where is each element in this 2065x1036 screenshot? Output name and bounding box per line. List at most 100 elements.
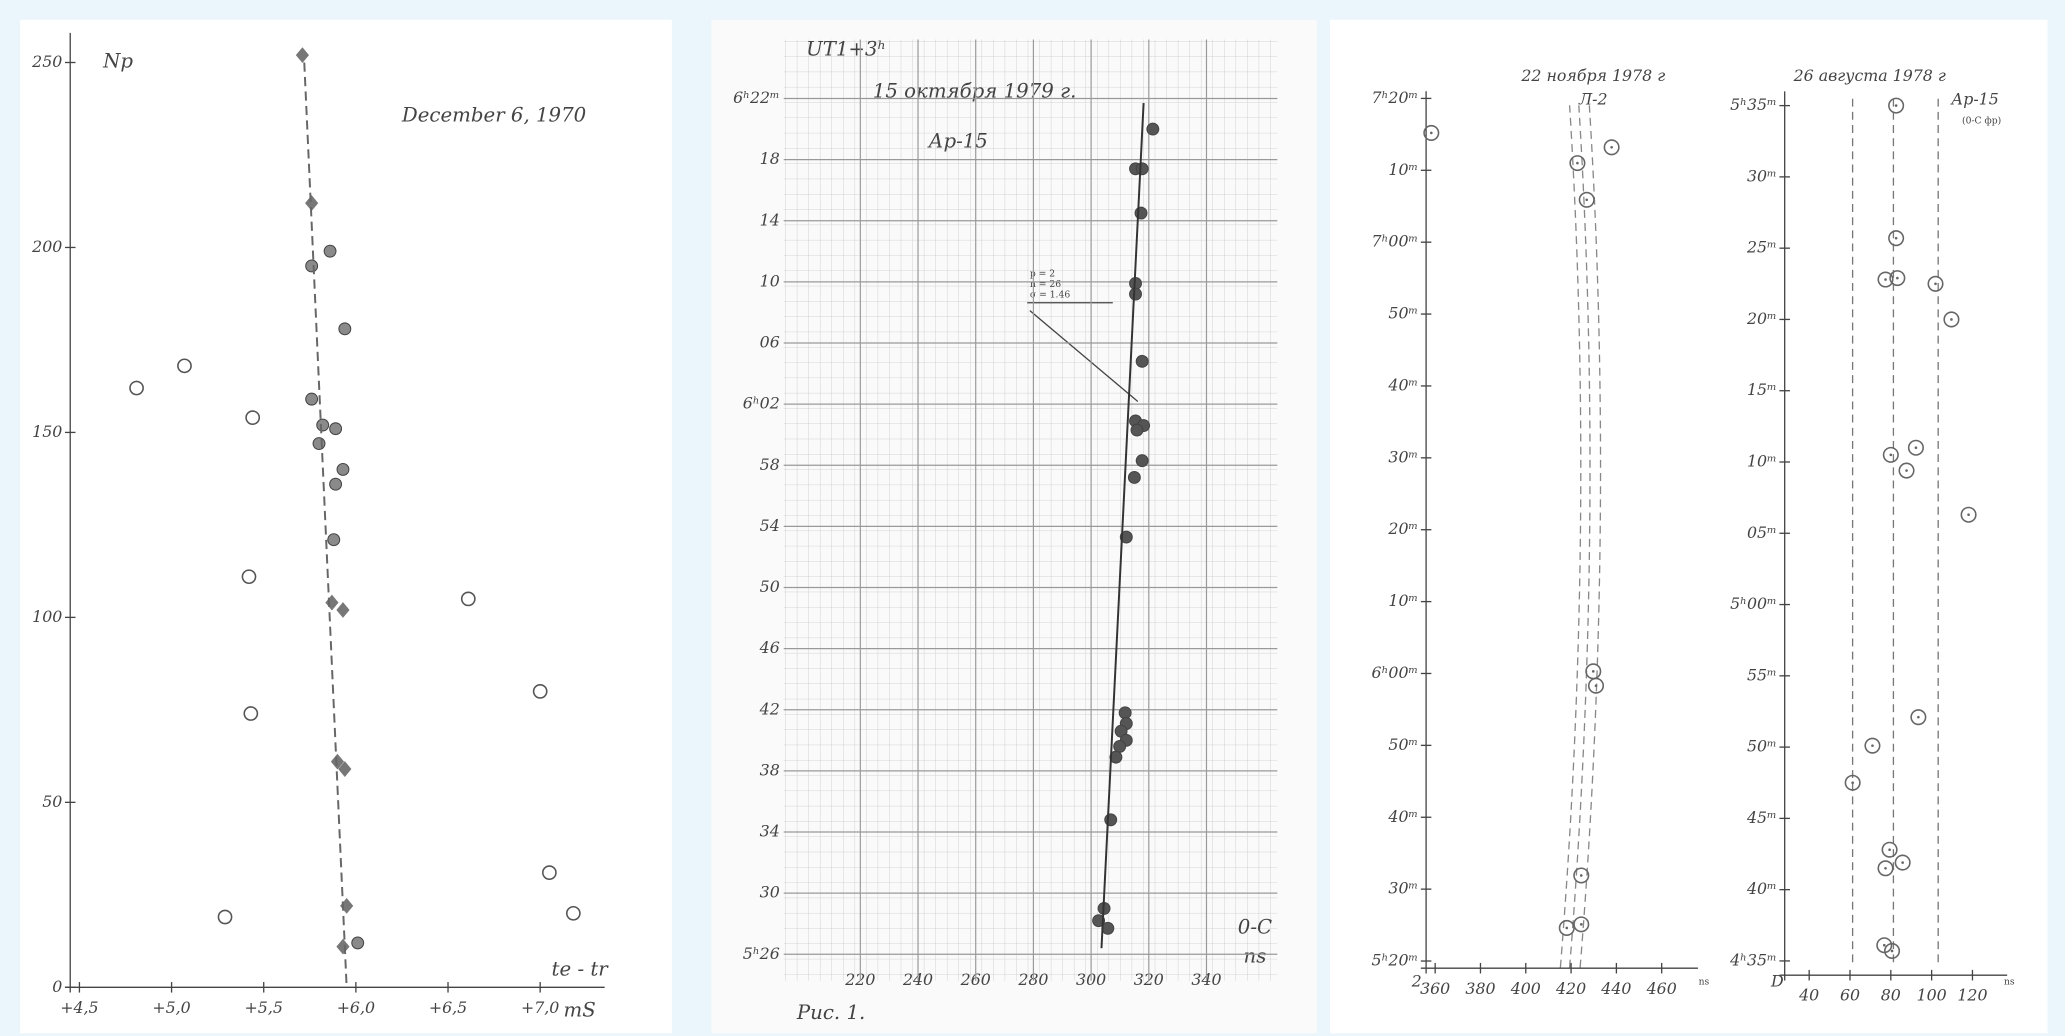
point: [1101, 921, 1115, 935]
point-center: [1882, 943, 1886, 947]
point-center: [1914, 446, 1918, 450]
y-tick-label: 5ʰ35ᵐ: [1730, 95, 1777, 114]
point: [1423, 124, 1440, 141]
x-label: 0-C: [1238, 916, 1272, 939]
x-tick-label: +6,0: [337, 998, 375, 1017]
point: [565, 905, 581, 921]
x-unit: ns: [1699, 977, 1710, 988]
y-tick-label: 50: [42, 792, 62, 811]
point: [305, 259, 319, 273]
point: [1864, 737, 1881, 754]
point: [316, 418, 330, 432]
point: [1844, 774, 1861, 791]
point: [1889, 270, 1906, 287]
y-tick-label: 250: [31, 52, 62, 71]
point: [1894, 854, 1911, 871]
y-tick-label: 5ʰ20ᵐ: [1372, 951, 1419, 970]
point-center: [1901, 861, 1904, 864]
point-center: [1896, 276, 1899, 280]
point: [1569, 155, 1586, 172]
point: [1135, 354, 1149, 368]
x-tick-label: 460: [1646, 979, 1677, 998]
point: [241, 569, 257, 585]
point: [1573, 867, 1590, 884]
point: [338, 761, 352, 777]
point-center: [1917, 715, 1920, 719]
y-tick-label: 40ᵐ: [1387, 375, 1418, 394]
x-tick-label: 360: [1420, 979, 1450, 998]
point: [1877, 271, 1894, 288]
x-tick-label: 380: [1465, 979, 1495, 998]
x-unit: ns: [2004, 977, 2015, 988]
point: [351, 936, 365, 950]
point: [1587, 677, 1605, 694]
x-tick-label: 440: [1600, 979, 1631, 998]
x-label: te - tr: [552, 958, 610, 981]
x-tick-label: 120: [1957, 986, 1987, 1005]
point: [532, 683, 548, 699]
reference-line: [1851, 98, 1939, 968]
point: [177, 358, 192, 374]
y-tick-label: 30ᵐ: [1388, 447, 1418, 466]
point: [1119, 530, 1133, 544]
y-tick-label: 15ᵐ: [1747, 380, 1777, 399]
y-tick-label: 38: [760, 760, 780, 779]
arrow: [1027, 302, 1139, 403]
point: [243, 706, 259, 721]
point-center: [1884, 278, 1887, 281]
point: [1109, 750, 1123, 764]
y-tick-label: 50ᵐ: [1388, 735, 1418, 754]
y-tick-label: 50ᵐ: [1747, 737, 1777, 756]
y-tick-label: 6ʰ00ᵐ: [1372, 663, 1419, 682]
y-tick-label: 20ᵐ: [1387, 519, 1418, 538]
point: [1877, 860, 1894, 877]
y-tick-label: 10: [760, 271, 780, 290]
point: [1573, 916, 1590, 933]
y-tick-label: 4ʰ35ᵐ: [1729, 950, 1777, 969]
point-center: [1576, 161, 1579, 165]
y-tick-label: 50ᵐ: [1388, 304, 1418, 323]
point: [1907, 439, 1924, 456]
y-tick-label: 54: [760, 516, 780, 535]
y-tick-label: 30ᵐ: [1388, 879, 1418, 898]
y-tick-label: 40ᵐ: [1746, 879, 1777, 898]
y-tick-label: 7ʰ00ᵐ: [1372, 232, 1419, 251]
x-tick-label: +5,0: [152, 998, 190, 1017]
y-tick-label: 55ᵐ: [1747, 665, 1777, 684]
point-center: [1889, 453, 1893, 457]
x-tick-label: 400: [1510, 979, 1541, 998]
point-center: [1967, 513, 1970, 517]
point: [329, 477, 343, 491]
point: [1884, 942, 1901, 959]
y-tick-label: 45ᵐ: [1746, 808, 1777, 827]
point-center: [1950, 318, 1953, 321]
point-center: [1871, 744, 1874, 747]
y-tick-label: 20ᵐ: [1746, 309, 1777, 328]
point-center: [1888, 848, 1891, 852]
y-tick-label: 10ᵐ: [1388, 591, 1418, 610]
y-tick-label: 7ʰ20ᵐ: [1372, 88, 1419, 107]
point-center: [1594, 684, 1598, 688]
y-tick-label: 18: [760, 149, 780, 168]
annotation: p = 2: [1030, 268, 1055, 279]
point: [327, 533, 341, 547]
point-center: [1579, 923, 1583, 926]
y-tick-label: 14: [760, 210, 780, 229]
point: [542, 865, 557, 880]
x-tick-label: 60: [1840, 986, 1860, 1005]
y-tick-label: 46: [759, 638, 780, 657]
chart-title: 15 октября 1979 г.: [873, 80, 1077, 103]
point: [1943, 311, 1960, 328]
note: (0-C фр): [1962, 116, 2001, 127]
point-center: [1905, 469, 1908, 472]
y-tick-label: 50: [760, 577, 780, 596]
chart-subtitle: Ар-15: [1950, 90, 1998, 109]
x-tick-label: 80: [1881, 986, 1901, 1005]
y-label: UT1+3ʰ: [806, 38, 886, 61]
x-tick-label: +5,5: [245, 998, 283, 1017]
point: [338, 322, 352, 336]
y-tick-label: 10ᵐ: [1388, 160, 1418, 179]
point: [1092, 914, 1106, 928]
y-tick-label: 10ᵐ: [1747, 451, 1777, 470]
y-tick-label: 34: [760, 822, 780, 841]
